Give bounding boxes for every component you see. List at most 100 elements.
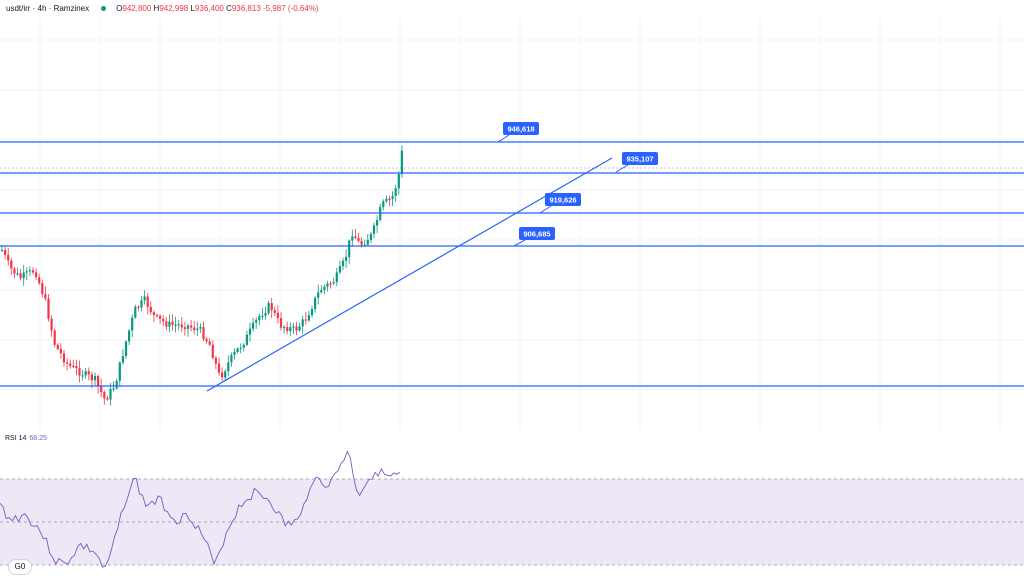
- candle-body[interactable]: [186, 325, 190, 329]
- candle-body[interactable]: [41, 282, 44, 295]
- candle-body[interactable]: [69, 363, 72, 366]
- candle-body[interactable]: [304, 319, 307, 321]
- tradingview-logo-icon[interactable]: G0: [8, 559, 32, 575]
- candle-body[interactable]: [295, 326, 298, 331]
- candle-body[interactable]: [118, 362, 121, 381]
- candle-body[interactable]: [109, 388, 112, 400]
- candle-body[interactable]: [159, 315, 162, 319]
- level-label-box[interactable]: [519, 227, 555, 240]
- candle-body[interactable]: [87, 371, 90, 375]
- candle-body[interactable]: [78, 368, 81, 376]
- candle-body[interactable]: [233, 352, 236, 355]
- candle-body[interactable]: [369, 233, 372, 240]
- candle-body[interactable]: [62, 353, 66, 363]
- candle-body[interactable]: [298, 326, 301, 331]
- candle-body[interactable]: [397, 174, 400, 189]
- candle-body[interactable]: [38, 277, 41, 283]
- candle-body[interactable]: [72, 365, 75, 368]
- candle-body[interactable]: [382, 201, 385, 208]
- candle-body[interactable]: [0, 249, 4, 252]
- candle-body[interactable]: [44, 294, 47, 299]
- candle-body[interactable]: [301, 319, 304, 327]
- candle-body[interactable]: [183, 327, 186, 329]
- candle-body[interactable]: [121, 356, 124, 363]
- candle-body[interactable]: [128, 330, 131, 342]
- candle-body[interactable]: [59, 348, 62, 354]
- rsi-legend[interactable]: RSI 14 68.25: [5, 435, 47, 442]
- candle-body[interactable]: [106, 398, 109, 400]
- candle-body[interactable]: [338, 266, 341, 273]
- candle-body[interactable]: [47, 298, 50, 319]
- candle-body[interactable]: [50, 318, 53, 331]
- candle-body[interactable]: [320, 290, 323, 293]
- candle-body[interactable]: [25, 271, 28, 273]
- candle-body[interactable]: [279, 318, 283, 328]
- candle-body[interactable]: [348, 240, 351, 257]
- candle-body[interactable]: [155, 314, 159, 317]
- candle-body[interactable]: [354, 236, 357, 239]
- candle-body[interactable]: [202, 327, 205, 340]
- candle-body[interactable]: [177, 324, 180, 326]
- candle-body[interactable]: [28, 270, 31, 272]
- candle-body[interactable]: [363, 244, 366, 246]
- candle-body[interactable]: [4, 249, 7, 255]
- candle-body[interactable]: [335, 272, 338, 283]
- candle-body[interactable]: [221, 372, 224, 378]
- candle-body[interactable]: [394, 188, 397, 196]
- candle-body[interactable]: [351, 236, 354, 241]
- candle-body[interactable]: [245, 334, 248, 345]
- candle-body[interactable]: [329, 283, 332, 285]
- candle-body[interactable]: [217, 363, 221, 373]
- candle-body[interactable]: [360, 241, 363, 245]
- candle-body[interactable]: [292, 326, 295, 328]
- candle-body[interactable]: [53, 330, 56, 345]
- candle-body[interactable]: [230, 354, 233, 363]
- candle-body[interactable]: [289, 327, 292, 332]
- candle-body[interactable]: [317, 292, 320, 298]
- candle-body[interactable]: [388, 198, 391, 201]
- candle-body[interactable]: [270, 303, 273, 311]
- candle-body[interactable]: [273, 310, 276, 313]
- candle-body[interactable]: [332, 282, 335, 284]
- candle-body[interactable]: [66, 362, 69, 364]
- candle-body[interactable]: [208, 341, 211, 345]
- candle-body[interactable]: [56, 344, 59, 349]
- candle-body[interactable]: [143, 296, 146, 301]
- candle-body[interactable]: [168, 321, 171, 327]
- candle-body[interactable]: [149, 306, 152, 313]
- candle-body[interactable]: [81, 375, 84, 377]
- candle-body[interactable]: [345, 256, 348, 261]
- candle-body[interactable]: [152, 312, 155, 315]
- trendline[interactable]: [206, 157, 613, 392]
- symbol-title[interactable]: usdt/irr · 4h · Ramzinex: [6, 4, 90, 13]
- candle-body[interactable]: [314, 297, 317, 310]
- candle-body[interactable]: [162, 318, 165, 322]
- candle-body[interactable]: [276, 312, 279, 319]
- candle-body[interactable]: [97, 376, 100, 386]
- candle-body[interactable]: [13, 268, 16, 274]
- candle-body[interactable]: [255, 320, 258, 323]
- candle-body[interactable]: [196, 328, 199, 331]
- candle-body[interactable]: [376, 219, 379, 226]
- candle-body[interactable]: [193, 327, 196, 331]
- candle-body[interactable]: [171, 321, 174, 325]
- candle-body[interactable]: [211, 344, 214, 358]
- candle-body[interactable]: [307, 315, 310, 321]
- candle-body[interactable]: [134, 306, 137, 318]
- candle-body[interactable]: [248, 328, 252, 335]
- candle-body[interactable]: [115, 380, 118, 389]
- candle-body[interactable]: [137, 306, 140, 308]
- candle-body[interactable]: [7, 254, 10, 261]
- candle-body[interactable]: [261, 315, 264, 317]
- candle-body[interactable]: [252, 322, 255, 329]
- candle-body[interactable]: [165, 321, 168, 327]
- candle-body[interactable]: [180, 324, 183, 328]
- candle-body[interactable]: [16, 273, 19, 275]
- candle-body[interactable]: [224, 371, 227, 378]
- candle-body[interactable]: [391, 195, 394, 200]
- candle-body[interactable]: [239, 347, 242, 349]
- candle-body[interactable]: [205, 339, 208, 342]
- candle-body[interactable]: [264, 313, 267, 316]
- candle-body[interactable]: [75, 365, 78, 369]
